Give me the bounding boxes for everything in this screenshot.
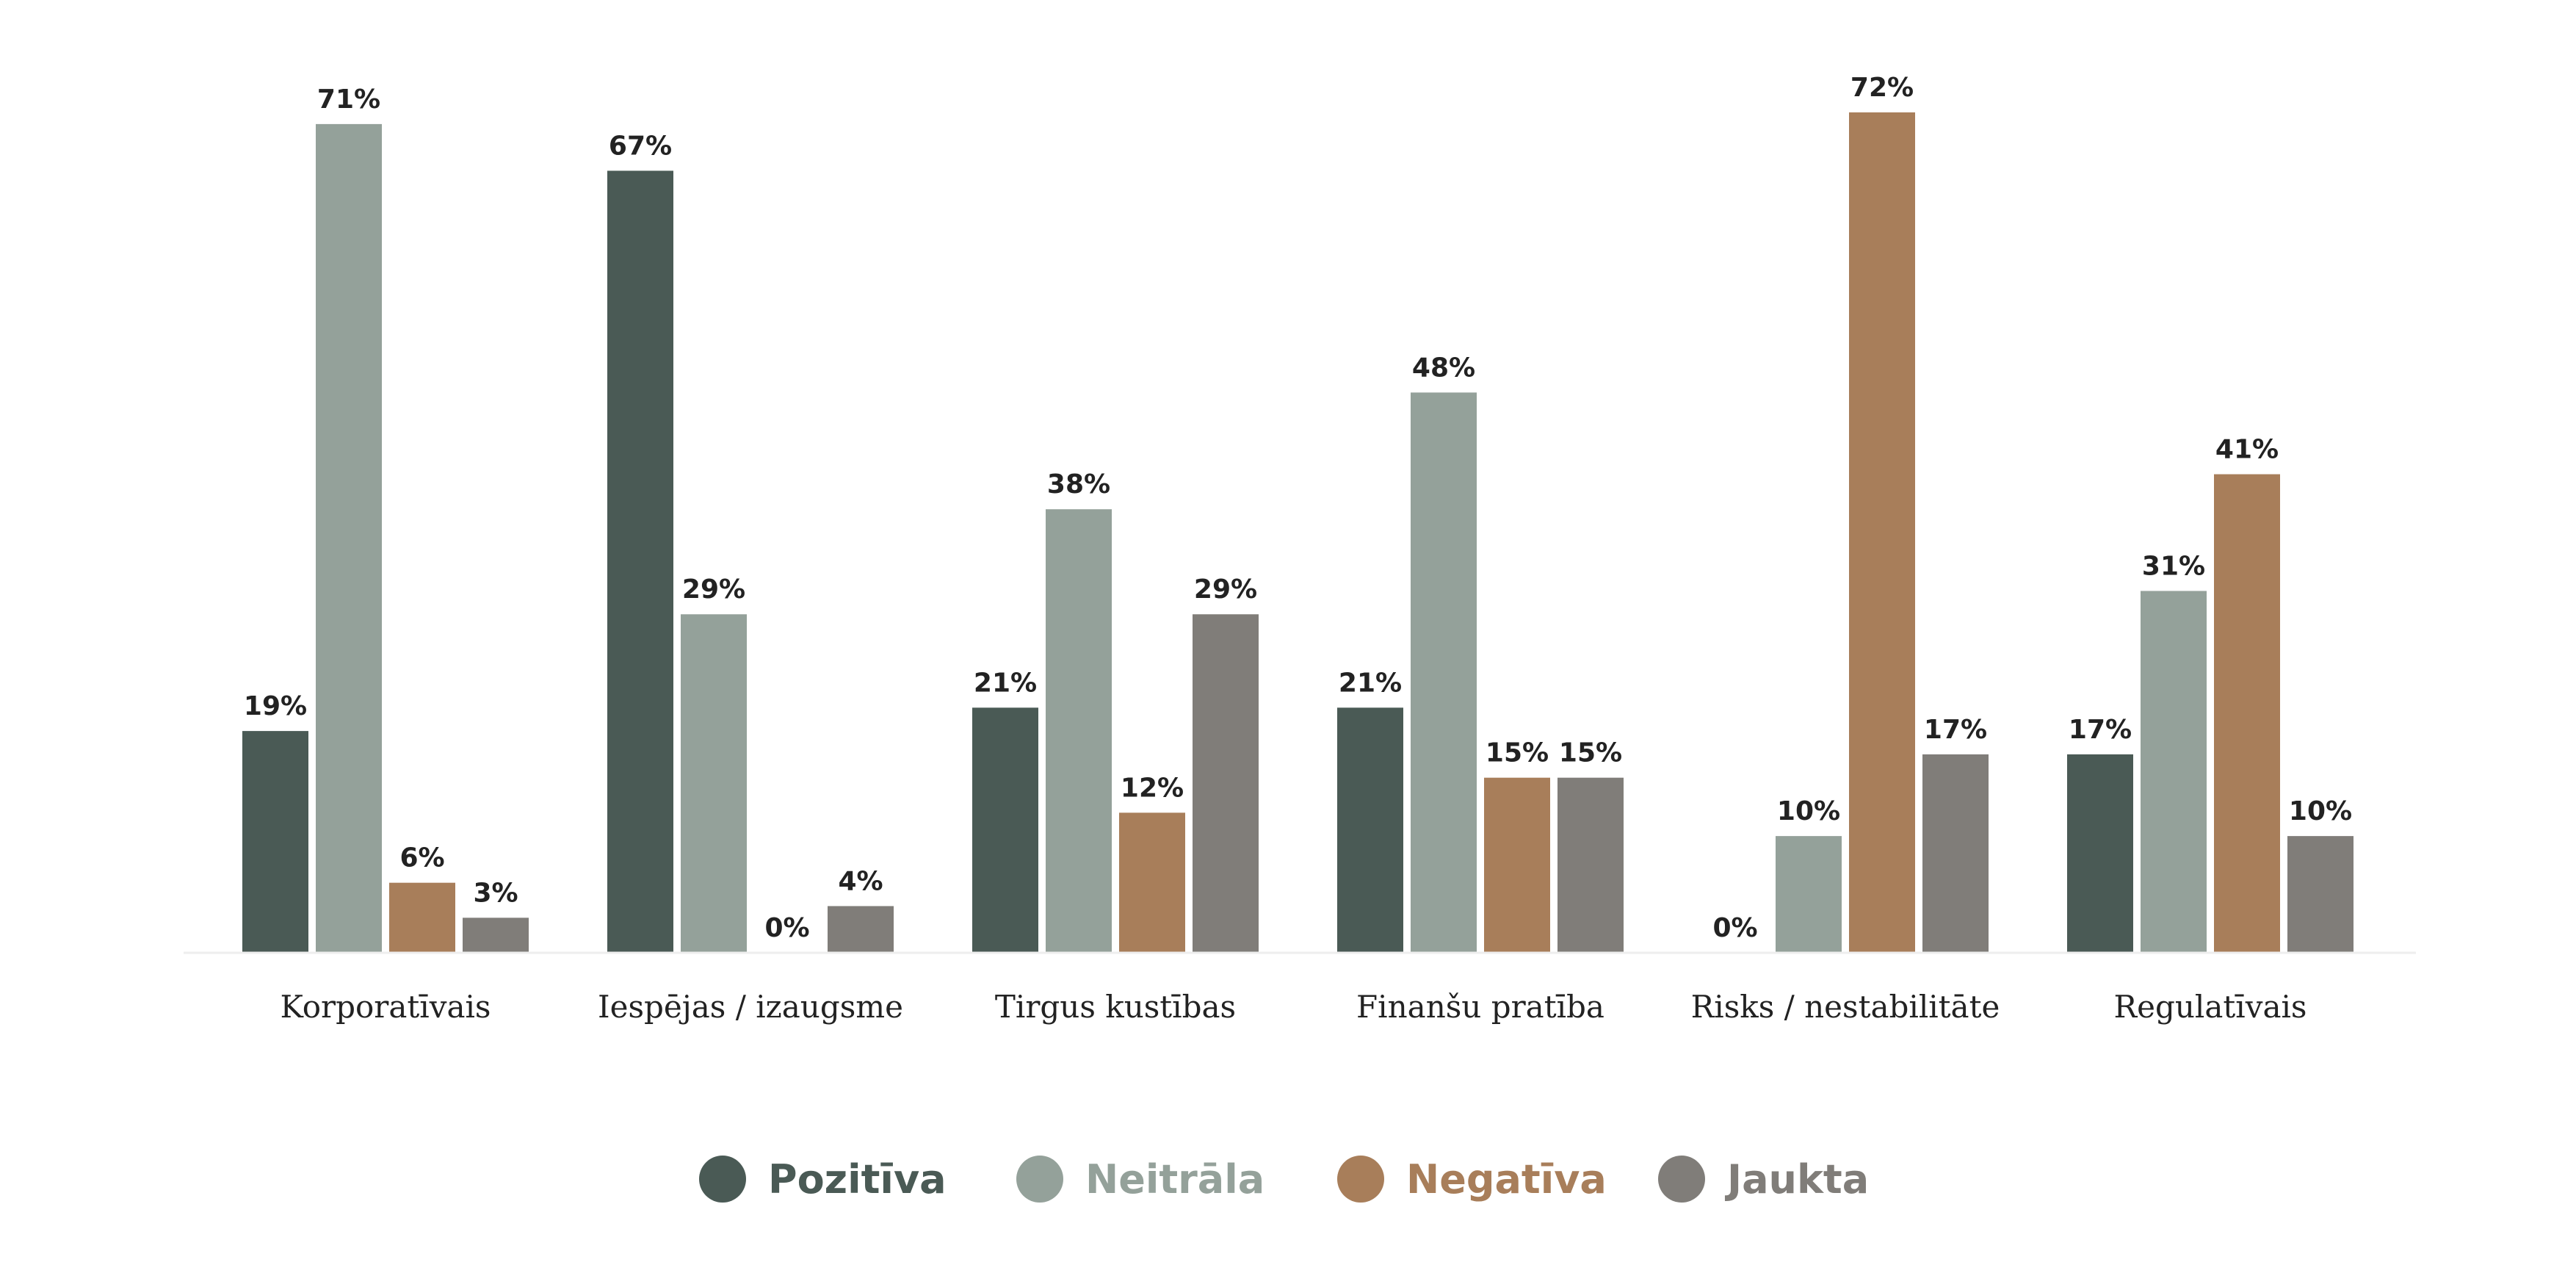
legend-marker	[1016, 1156, 1063, 1203]
data-label: 38%	[1047, 469, 1110, 500]
data-label: 29%	[682, 574, 745, 605]
legend-marker	[1337, 1156, 1384, 1203]
bar	[1337, 707, 1403, 953]
data-label: 41%	[2215, 435, 2279, 465]
legend: Pozitīva Neitrāla Negatīva Jaukta	[699, 1156, 1869, 1203]
x-tick-label: Risks / nestabilitāte	[1691, 989, 2000, 1025]
x-tick-label: Korporatīvais	[281, 989, 491, 1025]
data-label: 29%	[1194, 574, 1257, 605]
data-label: 15%	[1559, 738, 1622, 768]
bar	[972, 707, 1038, 953]
legend-label: Negatīva	[1406, 1156, 1607, 1203]
data-label: 0%	[764, 913, 809, 943]
data-label: 67%	[609, 131, 672, 161]
bar	[242, 731, 308, 953]
data-label: 17%	[2069, 715, 2132, 745]
data-label: 15%	[1486, 738, 1549, 768]
data-label: 6%	[399, 843, 444, 873]
x-tick-label: Regulatīvais	[2114, 989, 2307, 1025]
data-label: 12%	[1121, 773, 1184, 803]
x-tick-label: Iespējas / izaugsme	[598, 989, 903, 1025]
data-label: 10%	[2289, 796, 2352, 826]
data-label: 19%	[244, 691, 307, 721]
data-label: 4%	[838, 866, 883, 896]
bar	[2141, 591, 2207, 953]
bar	[2214, 474, 2280, 953]
bar	[1484, 777, 1550, 953]
data-label: 31%	[2142, 551, 2205, 581]
bar	[607, 170, 673, 953]
data-label: 71%	[317, 84, 380, 115]
legend-label: Pozitīva	[768, 1156, 947, 1203]
legend-marker	[699, 1156, 746, 1203]
x-tick-label: Finanšu pratība	[1356, 989, 1604, 1025]
data-label: 3%	[473, 878, 518, 908]
data-label: 10%	[1777, 796, 1840, 826]
bar	[1557, 777, 1624, 953]
bar	[1849, 112, 1915, 953]
legend-marker	[1658, 1156, 1705, 1203]
data-label: 0%	[1712, 913, 1757, 943]
bar	[1411, 392, 1477, 953]
bar	[1046, 509, 1112, 953]
data-label: 21%	[974, 668, 1037, 698]
bar	[463, 918, 529, 953]
bar	[1193, 614, 1259, 953]
legend-label: Neitrāla	[1085, 1156, 1265, 1203]
bar	[389, 882, 455, 953]
data-label: 21%	[1339, 668, 1402, 698]
data-label: 72%	[1850, 73, 1914, 103]
x-tick-label: Tirgus kustības	[995, 989, 1236, 1025]
bar	[1922, 754, 1989, 953]
bar	[1119, 812, 1185, 953]
bar	[681, 614, 747, 953]
legend-label: Jaukta	[1724, 1156, 1869, 1203]
bar	[2287, 836, 2354, 953]
bar	[828, 906, 894, 953]
bar	[316, 123, 382, 953]
bar	[2067, 754, 2133, 953]
bar	[1776, 836, 1842, 953]
data-label: 48%	[1412, 353, 1475, 383]
bars-layer: 19% 71% 6% 3% 67% 29% 0% 4% 21% 38% 12% 29% 21% 48% 15…	[242, 73, 2354, 953]
category-labels: Korporatīvais Iespējas / izaugsme Tirgus k…	[281, 989, 2307, 1025]
data-label: 17%	[1924, 715, 1987, 745]
